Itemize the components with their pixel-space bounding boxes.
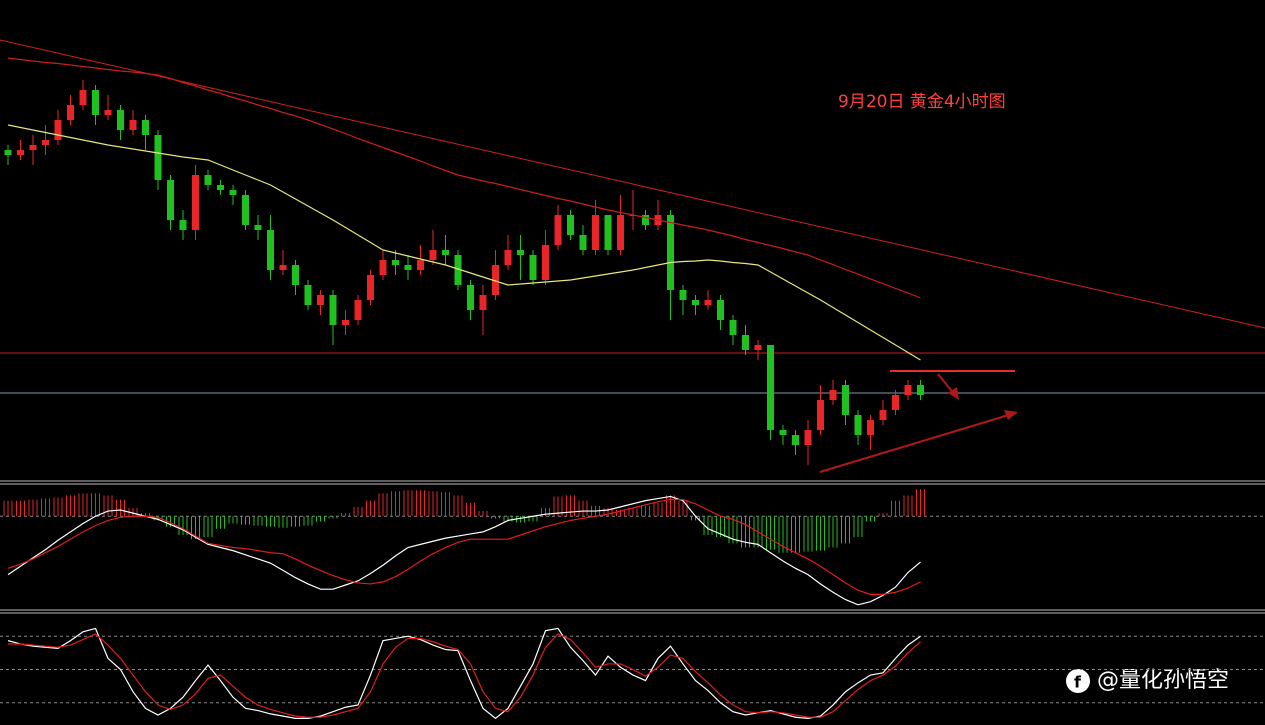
candle-body <box>542 245 549 280</box>
candle-body <box>329 295 337 325</box>
indicator-line <box>7 124 921 361</box>
watermark-icon-glyph: f <box>1074 673 1082 692</box>
candle-body <box>192 175 199 230</box>
candle-body <box>492 265 499 295</box>
indicator-line <box>7 627 921 720</box>
candle-body <box>417 260 424 270</box>
indicator-line <box>8 633 921 718</box>
arrow-head <box>948 387 959 400</box>
candle-body <box>142 120 149 135</box>
indicator-line <box>7 57 921 299</box>
candle-body <box>429 250 437 260</box>
candle-body <box>242 195 249 225</box>
candle-body <box>779 430 787 435</box>
candle-body <box>354 300 362 320</box>
candle-body <box>17 150 24 155</box>
candle-body <box>67 105 74 120</box>
candle-body <box>917 385 924 395</box>
candle-body <box>304 285 312 305</box>
candle-body <box>404 265 412 270</box>
candle-body <box>454 255 462 285</box>
candle-body <box>579 235 587 250</box>
candle-body <box>592 215 599 250</box>
candle-body <box>617 215 624 250</box>
candle-body <box>467 285 474 310</box>
watermark-icon <box>1066 669 1090 693</box>
candle-body <box>692 300 699 305</box>
candle-body <box>229 190 237 195</box>
candle-body <box>254 225 262 230</box>
candle-body <box>567 215 574 235</box>
annotations <box>0 39 1265 614</box>
falling-arrow <box>937 373 955 395</box>
candle-body <box>854 415 862 435</box>
candle-body <box>829 390 837 400</box>
candle-body <box>667 215 674 290</box>
candle-body <box>442 250 449 255</box>
candle-body <box>117 110 124 130</box>
candle-body <box>342 320 349 325</box>
candle-body <box>317 295 324 305</box>
candle-body <box>867 420 874 435</box>
candle-body <box>517 250 524 255</box>
candle-body <box>554 215 562 245</box>
candle-body <box>642 215 649 225</box>
candle-body <box>279 265 287 270</box>
candle-body <box>742 335 749 350</box>
candle-body <box>129 120 137 130</box>
candle-body <box>267 230 274 270</box>
candle-body <box>292 265 299 285</box>
candle-body <box>842 385 849 415</box>
candle-body <box>4 150 12 155</box>
candle-body <box>104 110 112 115</box>
candle-body <box>379 260 387 275</box>
candle-body <box>217 185 224 190</box>
candle-body <box>767 345 774 430</box>
candle-body <box>167 180 174 220</box>
candle-body <box>792 435 799 445</box>
candle-body <box>817 400 824 430</box>
candle-body <box>679 290 687 300</box>
candle-body <box>604 215 612 250</box>
candle-body <box>804 430 812 445</box>
arrow-head <box>1004 410 1018 420</box>
candle-body <box>717 300 724 320</box>
candle-body <box>879 410 887 420</box>
candle-body <box>92 90 99 115</box>
candle-body <box>367 275 374 300</box>
candle-body <box>529 255 537 280</box>
candle-body <box>54 120 62 140</box>
candle-body <box>154 135 162 180</box>
candle-body <box>704 300 712 305</box>
rising-arrow <box>819 413 1013 473</box>
candle-body <box>29 145 37 150</box>
candle-body <box>892 395 899 410</box>
candle-body <box>392 260 399 265</box>
candle-body <box>904 385 912 395</box>
chart-title: 9月20日 黄金4小时图 <box>838 92 1006 112</box>
candle-body <box>42 140 49 145</box>
candle-body <box>204 175 212 185</box>
candle-body <box>729 320 737 335</box>
indicator-line <box>7 495 921 606</box>
candle-body <box>179 220 187 230</box>
candle-body <box>479 295 487 310</box>
trend-line <box>0 39 1265 329</box>
watermark: f @量化孙悟空 <box>1066 668 1229 693</box>
candle-body <box>79 90 87 105</box>
indicator-line <box>7 498 921 595</box>
candle-body <box>504 250 512 265</box>
watermark-text: @量化孙悟空 <box>1097 668 1229 693</box>
candle-body <box>754 345 762 350</box>
